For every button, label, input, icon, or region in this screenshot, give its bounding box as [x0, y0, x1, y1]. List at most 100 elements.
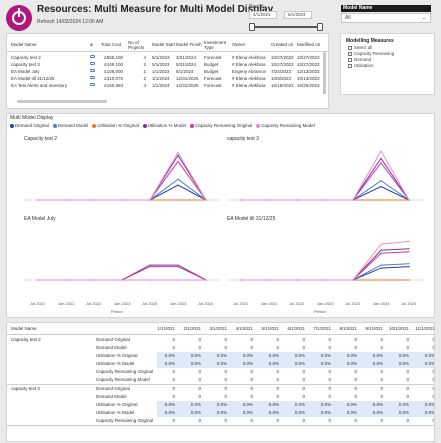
matrix-value-cell: 0: [250, 337, 253, 342]
table-cell: 1/1/2024: [152, 83, 170, 88]
matrix-value-cell: 0: [198, 369, 201, 374]
matrix-value-cell: 0: [432, 369, 435, 374]
measure-option-demand[interactable]: Demand: [348, 57, 371, 62]
matrix-group-model-name[interactable]: capacity test 3: [11, 386, 40, 391]
legend-item[interactable]: Utilisation % Original: [92, 123, 139, 128]
measure-option-utilisation[interactable]: Utilisation: [348, 63, 374, 68]
link-icon[interactable]: [90, 55, 95, 58]
matrix-group-model-name[interactable]: Capacity test 2: [11, 337, 41, 342]
x-tick-label: Jul 2024: [401, 301, 417, 306]
legend-item[interactable]: Utilisation % Model: [142, 123, 186, 128]
checkbox-icon[interactable]: [348, 52, 352, 56]
period-slider-track[interactable]: [252, 26, 320, 28]
matrix-value-cell: 0: [198, 394, 201, 399]
matrix-col-date[interactable]: 8/1/2021: [339, 326, 357, 331]
table-row[interactable]: EA Model July £106,000 1 1/1/2023 5/1/2024 Bu…: [7, 68, 328, 75]
matrix-col-model-name[interactable]: Model Name: [11, 326, 37, 331]
matrix-value-cell: 0: [224, 386, 227, 391]
line-chart-ea-model-till-31-12-25[interactable]: [227, 224, 423, 286]
table-cell: 5/31/2024: [176, 62, 197, 67]
x-tick-label: Jan 2022: [58, 301, 75, 306]
legend-item[interactable]: Demand Original: [10, 123, 49, 128]
matrix-col-date[interactable]: 4/1/2021: [235, 326, 253, 331]
col-investment-type[interactable]: Investment Type: [204, 40, 227, 50]
legend-item[interactable]: Demand Model: [52, 123, 88, 128]
matrix-value-cell: 0: [406, 345, 409, 350]
col-model-start[interactable]: Model Start: [152, 42, 176, 47]
table-horizontal-scrollbar[interactable]: [17, 100, 107, 103]
matrix-col-date[interactable]: 5/1/2021: [261, 326, 279, 331]
col-model-finish[interactable]: Model Finish: [176, 42, 202, 47]
matrix-value-cell: 0.0%: [190, 410, 201, 415]
line-chart-ea-model-july[interactable]: [24, 224, 220, 286]
matrix-value-cell: 0: [354, 345, 357, 350]
matrix-value-cell: 0: [276, 386, 279, 391]
period-slider-start-handle[interactable]: [249, 23, 255, 31]
matrix-value-cell: 0.0%: [320, 361, 331, 366]
table-cell: 5/1/2024: [176, 69, 194, 74]
col-link[interactable]: &: [90, 42, 94, 47]
matrix-value-cell: 0: [302, 386, 305, 391]
matrix-col-date[interactable]: 11/1/2021: [415, 326, 435, 331]
matrix-value-cell: 0.0%: [268, 361, 279, 366]
data-point: [121, 279, 123, 281]
matrix-col-date[interactable]: 3/1/2021: [209, 326, 227, 331]
matrix-col-date[interactable]: 1/1/2021: [157, 326, 175, 331]
data-point: [408, 240, 410, 242]
table-row[interactable]: EA Test Alerts and inventory £150,693 4 1/1…: [7, 82, 328, 89]
matrix-value-cell: 0: [250, 345, 253, 350]
table-row[interactable]: capacity test 3 £449,100 2 5/1/2023 5/31/202…: [7, 61, 328, 68]
link-icon[interactable]: [90, 76, 95, 79]
table-cell: 10/27/2023: [271, 62, 294, 67]
data-point: [65, 279, 67, 281]
col-created-on[interactable]: Created on: [271, 42, 294, 47]
matrix-measure-label: Utilisation % Original: [96, 402, 138, 407]
col-owner[interactable]: Owner: [232, 42, 246, 47]
matrix-value-cell: 0: [250, 377, 253, 382]
legend-item[interactable]: Capacity Remaining Original: [190, 123, 252, 128]
link-icon[interactable]: [90, 69, 95, 72]
checkbox-icon[interactable]: [348, 64, 352, 68]
x-tick-label: Jul 2022: [86, 301, 102, 306]
measure-option-select-all[interactable]: Select all: [348, 45, 372, 50]
matrix-col-date[interactable]: 2/1/2021: [183, 326, 201, 331]
period-end-input[interactable]: 6/1/2024: [284, 11, 312, 19]
table-cell: 10/25/2023: [297, 83, 320, 88]
line-chart-capacity-test-3[interactable]: [227, 144, 423, 206]
table-cell: 3/31/2024: [176, 55, 197, 60]
link-icon[interactable]: [90, 62, 95, 65]
table-vertical-scrollbar[interactable]: [323, 52, 326, 94]
table-row[interactable]: Capacity test 2 £555,100 4 5/1/2023 3/31/202…: [7, 54, 328, 61]
link-icon[interactable]: [90, 83, 95, 86]
matrix-value-cell: 0: [276, 418, 279, 423]
period-start-input[interactable]: 4/1/2021: [249, 11, 277, 19]
matrix-measure-label: Capacity Remaining Model: [96, 377, 150, 382]
matrix-col-date[interactable]: 6/1/2021: [287, 326, 305, 331]
period-slider-end-handle[interactable]: [317, 23, 323, 31]
series-line-utilisation-model: [38, 154, 207, 201]
table-cell: EA Model July: [11, 69, 40, 74]
matrix-value-cell: 0: [224, 377, 227, 382]
legend-item[interactable]: Capacity Remaining Model: [256, 123, 315, 128]
x-axis-label: Period: [314, 309, 326, 314]
line-chart-capacity-test-2[interactable]: [24, 144, 220, 206]
matrix-measure-label: Capacity Remaining Original: [96, 418, 154, 423]
measure-option-capacity-remaining[interactable]: Capacity Remaining: [348, 51, 394, 56]
col-projects[interactable]: No of Projects: [128, 40, 145, 50]
matrix-value-cell: 0: [406, 394, 409, 399]
legend-label: Utilisation % Original: [97, 123, 139, 128]
matrix-value-cell: 0: [172, 394, 175, 399]
model-name-dropdown[interactable]: All ⌄: [341, 13, 431, 23]
legend-dot-icon: [10, 124, 14, 128]
matrix-col-date[interactable]: 10/1/2021: [388, 326, 409, 331]
matrix-col-date[interactable]: 9/1/2021: [365, 326, 383, 331]
table-row[interactable]: EA Model till 31/12/25 £310,070 2 1/1/2024 1…: [7, 75, 328, 82]
col-model-name[interactable]: Model Name: [11, 42, 37, 47]
checkbox-icon[interactable]: [348, 58, 352, 62]
col-modified-on[interactable]: Modified on: [297, 42, 321, 47]
matrix-col-date[interactable]: 7/1/2021: [313, 326, 331, 331]
matrix-value-cell: 0: [354, 394, 357, 399]
checkbox-icon[interactable]: [348, 46, 352, 50]
col-total-cost[interactable]: Total Cost: [101, 42, 122, 47]
series-line-demand-model: [38, 178, 207, 201]
